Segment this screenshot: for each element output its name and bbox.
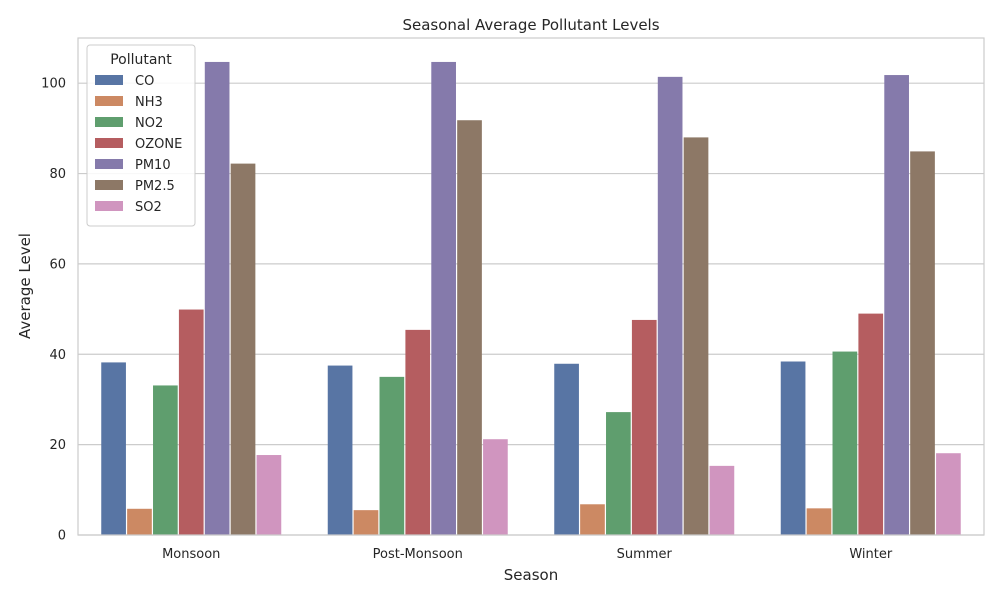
y-tick-label: 80 bbox=[49, 167, 66, 182]
bar-so2-post-monsoon bbox=[483, 439, 508, 535]
legend-label: SO2 bbox=[135, 200, 162, 215]
y-axis-label: Average Level bbox=[16, 233, 34, 339]
legend-swatch bbox=[95, 159, 123, 169]
bar-no2-monsoon bbox=[153, 385, 178, 535]
x-tick-label: Monsoon bbox=[162, 547, 220, 562]
plot-frame bbox=[77, 37, 985, 536]
bar-pm10-post-monsoon bbox=[431, 61, 456, 536]
legend-swatch bbox=[95, 96, 123, 106]
bar-no2-post-monsoon bbox=[379, 376, 405, 535]
x-axis-label: Season bbox=[504, 566, 558, 584]
bar-co-monsoon bbox=[101, 362, 126, 535]
bar-pm10-summer bbox=[657, 76, 683, 536]
legend-label: PM2.5 bbox=[135, 179, 175, 194]
legend-swatch bbox=[95, 180, 123, 190]
bar-co-post-monsoon bbox=[327, 365, 353, 535]
bar-no2-winter bbox=[832, 351, 858, 535]
bar-nh3-post-monsoon bbox=[353, 510, 379, 535]
legend-swatch bbox=[95, 201, 123, 211]
bar-pm25-monsoon bbox=[230, 163, 256, 535]
legend-items: CO NH3 NO2 OZONE PM10 PM2.5 SO2 bbox=[95, 74, 182, 215]
bar-no2-summer bbox=[606, 412, 631, 535]
y-tick-label: 60 bbox=[49, 257, 66, 272]
legend-swatch bbox=[95, 138, 123, 148]
bar-ozone-summer bbox=[631, 319, 657, 535]
y-axis-ticks: 0 20 40 60 80 100 bbox=[41, 77, 66, 544]
y-tick-label: 40 bbox=[49, 348, 66, 363]
x-tick-label: Post-Monsoon bbox=[373, 547, 463, 562]
bar-pm25-winter bbox=[910, 151, 935, 535]
legend-label: PM10 bbox=[135, 158, 171, 173]
y-tick-label: 100 bbox=[41, 77, 66, 92]
legend-box bbox=[86, 44, 196, 227]
legend-label: OZONE bbox=[135, 137, 182, 152]
bar-co-summer bbox=[554, 363, 579, 535]
bar-pm10-winter bbox=[884, 75, 909, 536]
bar-ozone-post-monsoon bbox=[405, 329, 431, 535]
bar-pm25-summer bbox=[683, 137, 709, 535]
legend-swatch bbox=[95, 117, 123, 127]
chart-title: Seasonal Average Pollutant Levels bbox=[402, 16, 659, 34]
bar-pm25-post-monsoon bbox=[457, 120, 482, 536]
bars bbox=[101, 61, 961, 536]
legend: Pollutant CO NH3 NO2 OZONE PM10 PM2.5 SO2 bbox=[86, 44, 196, 227]
legend-title: Pollutant bbox=[110, 52, 172, 68]
legend-swatch bbox=[95, 75, 123, 85]
bar-so2-winter bbox=[936, 453, 961, 535]
bar-so2-summer bbox=[709, 465, 735, 535]
bar-nh3-summer bbox=[580, 504, 605, 535]
legend-label: NO2 bbox=[135, 116, 163, 131]
y-tick-label: 20 bbox=[49, 438, 66, 453]
bar-nh3-winter bbox=[806, 508, 832, 535]
legend-label: CO bbox=[135, 74, 154, 89]
bar-co-winter bbox=[780, 361, 806, 535]
y-tick-label: 0 bbox=[58, 529, 66, 544]
bar-so2-monsoon bbox=[256, 455, 282, 535]
bar-ozone-winter bbox=[858, 313, 884, 535]
bar-ozone-monsoon bbox=[178, 309, 204, 535]
x-tick-label: Winter bbox=[849, 547, 893, 562]
bar-pm10-monsoon bbox=[204, 61, 230, 536]
legend-label: NH3 bbox=[135, 95, 163, 110]
x-tick-label: Summer bbox=[617, 547, 673, 562]
bar-nh3-monsoon bbox=[127, 508, 152, 535]
x-axis-ticks: Monsoon Post-Monsoon Summer Winter bbox=[162, 547, 893, 562]
